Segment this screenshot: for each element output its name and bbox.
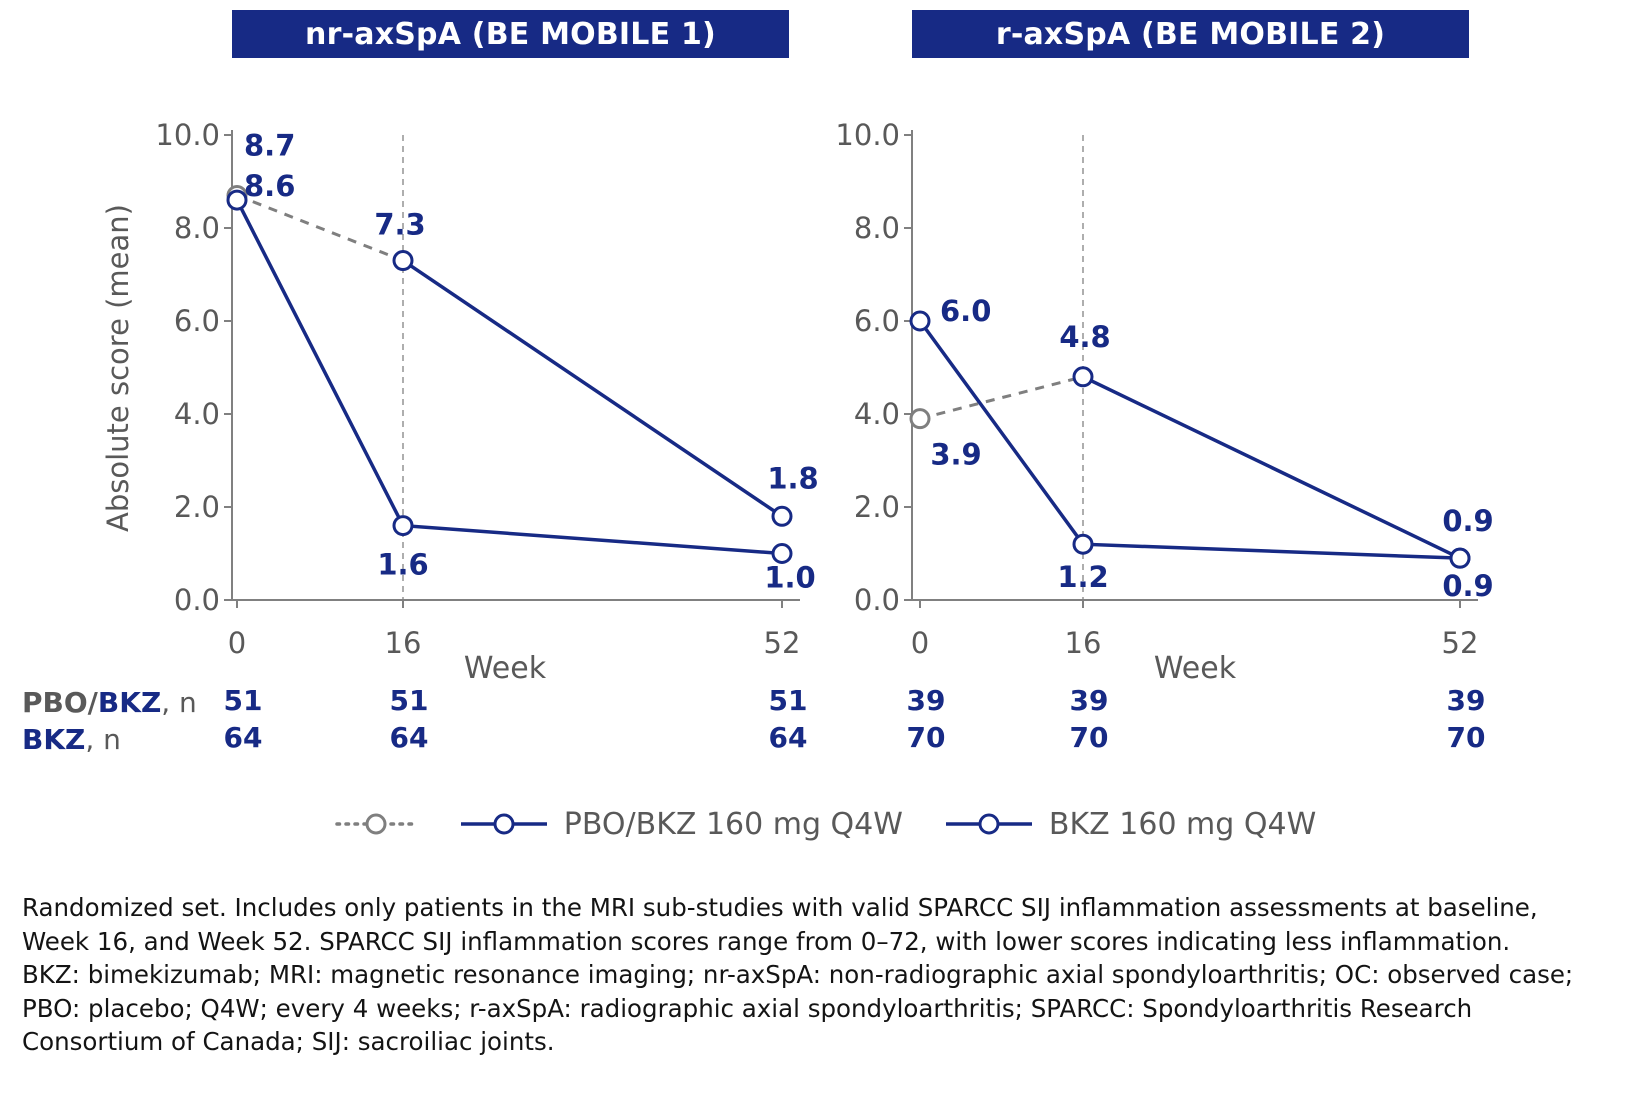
n-value: 70 bbox=[1070, 721, 1109, 754]
n-row-label-pbo-bkz: PBO/BKZ, n bbox=[22, 686, 197, 719]
data-label: 1.6 bbox=[377, 548, 428, 582]
legend-item-bkz: BKZ 160 mg Q4W bbox=[943, 806, 1316, 842]
legend-marker bbox=[978, 813, 1000, 835]
x-tick-label: 16 bbox=[1065, 626, 1102, 660]
y-tick-label: 2.0 bbox=[174, 490, 220, 524]
y-tick-label: 0.0 bbox=[174, 583, 220, 617]
data-label: 0.9 bbox=[1442, 569, 1493, 603]
legend-swatch-bkz-solid bbox=[945, 813, 1032, 835]
x-axis-title: Week bbox=[1154, 651, 1237, 686]
chart-title-nr-axspa: nr-axSpA (BE MOBILE 1) bbox=[305, 16, 716, 52]
legend-label-pbo-bkz: PBO/BKZ 160 mg Q4W bbox=[563, 806, 903, 842]
chart-title-r-axspa: r-axSpA (BE MOBILE 2) bbox=[995, 16, 1386, 52]
series-line-pbo-solid bbox=[1082, 375, 1461, 560]
n-value: 70 bbox=[1447, 721, 1486, 754]
n-value: 51 bbox=[769, 684, 808, 717]
y-tick-label: 8.0 bbox=[174, 211, 220, 245]
n-value: 64 bbox=[769, 721, 808, 754]
footnote-line: Consortium of Canada; SIJ: sacroiliac jo… bbox=[22, 1027, 555, 1056]
n-value: 39 bbox=[1070, 684, 1109, 717]
n-value: 70 bbox=[907, 721, 946, 754]
data-label: 1.2 bbox=[1057, 560, 1108, 594]
legend-label-bkz: BKZ 160 mg Q4W bbox=[1048, 806, 1317, 842]
footnote: Randomized set. Includes only patients i… bbox=[22, 891, 1622, 1059]
n-row-label-name: BKZ bbox=[97, 686, 162, 719]
data-label: 3.9 bbox=[930, 438, 981, 472]
y-tick-label: 6.0 bbox=[854, 304, 900, 338]
chart-nr-axspa: 10.0 8.0 6.0 4.0 2.0 0.00 16 52 Week Absolute sco… bbox=[101, 118, 819, 754]
chart-r-axspa: 10.0 8.0 6.0 4.0 2.0 0.0 0 16 52 Week 3.9 4.8 0.9 6.0… bbox=[835, 118, 1493, 754]
chart-title-banner-nr-axspa: nr-axSpA (BE MOBILE 1) bbox=[232, 10, 789, 58]
series-line-pbo-solid bbox=[402, 259, 783, 518]
y-tick-label: 2.0 bbox=[854, 490, 900, 524]
series-line-bkz bbox=[918, 319, 1461, 560]
data-label: 8.6 bbox=[244, 169, 295, 203]
y-tick-label: 6.0 bbox=[174, 304, 220, 338]
data-label: 7.3 bbox=[374, 208, 425, 242]
x-tick-label: 52 bbox=[1442, 626, 1479, 660]
y-axis-title: Absolute score (mean) bbox=[101, 204, 135, 532]
n-row-label-suffix: , n bbox=[161, 686, 197, 719]
n-row-label-suffix: , n bbox=[85, 723, 121, 756]
n-value: 51 bbox=[224, 684, 263, 717]
legend-marker bbox=[365, 813, 387, 835]
n-value: 39 bbox=[1447, 684, 1486, 717]
series-line-pbo-dashed bbox=[919, 375, 1084, 421]
footnote-line: Randomized set. Includes only patients i… bbox=[22, 893, 1538, 922]
n-row-label-prefix: PBO/ bbox=[22, 686, 98, 719]
n-value: 51 bbox=[390, 684, 429, 717]
data-label: 0.9 bbox=[1442, 504, 1493, 538]
data-point-marker bbox=[1072, 533, 1094, 555]
data-point-marker bbox=[771, 505, 793, 527]
data-point-marker bbox=[392, 515, 414, 537]
x-tick-label: 0 bbox=[228, 626, 246, 660]
n-row-label-name: BKZ bbox=[22, 723, 86, 756]
n-value: 64 bbox=[224, 721, 263, 754]
y-tick-label: 4.0 bbox=[174, 397, 220, 431]
x-tick-label: 0 bbox=[911, 626, 929, 660]
footnote-line: Week 16, and Week 52. SPARCC SIJ inflamm… bbox=[22, 926, 1511, 956]
x-tick-label: 52 bbox=[764, 626, 801, 660]
data-point-marker bbox=[909, 408, 931, 430]
legend-swatch-pbo-solid bbox=[460, 813, 547, 835]
series-line-pbo-dashed bbox=[236, 194, 404, 262]
legend-swatch-pbo-dashed bbox=[335, 813, 417, 835]
y-tick-label: 8.0 bbox=[854, 211, 900, 245]
chart-title-banner-r-axspa: r-axSpA (BE MOBILE 2) bbox=[912, 10, 1469, 58]
footnote-line: BKZ: bimekizumab; MRI: magnetic resonanc… bbox=[22, 960, 1574, 989]
data-point-marker bbox=[226, 189, 248, 211]
series-line-bkz bbox=[235, 199, 783, 556]
data-point-marker bbox=[392, 250, 414, 272]
y-tick-label: 10.0 bbox=[155, 118, 220, 152]
n-row-label-bkz: BKZ, n bbox=[22, 723, 121, 756]
data-point-marker bbox=[1449, 547, 1471, 569]
legend-item-pbo-bkz: PBO/BKZ 160 mg Q4W bbox=[458, 806, 903, 842]
data-point-marker bbox=[771, 543, 793, 564]
legend: PBO/BKZ 160 mg Q4W BKZ 160 mg Q4W bbox=[0, 806, 1650, 842]
footnote-line: PBO: placebo; Q4W; every 4 weeks; r-axSp… bbox=[22, 993, 1473, 1023]
x-axis-title: Week bbox=[464, 651, 547, 686]
data-label: 8.7 bbox=[244, 128, 295, 162]
data-point-marker bbox=[909, 310, 931, 332]
data-label: 1.8 bbox=[767, 461, 818, 495]
n-value: 39 bbox=[907, 684, 946, 717]
y-tick-label: 4.0 bbox=[854, 397, 900, 431]
data-label: 4.8 bbox=[1059, 320, 1110, 354]
legend-marker bbox=[493, 813, 515, 835]
y-tick-label: 10.0 bbox=[835, 118, 900, 152]
data-point-marker bbox=[1072, 366, 1094, 388]
data-label: 1.0 bbox=[764, 561, 815, 595]
x-tick-label: 16 bbox=[385, 626, 422, 660]
data-label: 6.0 bbox=[940, 294, 991, 328]
n-value: 64 bbox=[390, 721, 429, 754]
y-tick-label: 0.0 bbox=[854, 583, 900, 617]
